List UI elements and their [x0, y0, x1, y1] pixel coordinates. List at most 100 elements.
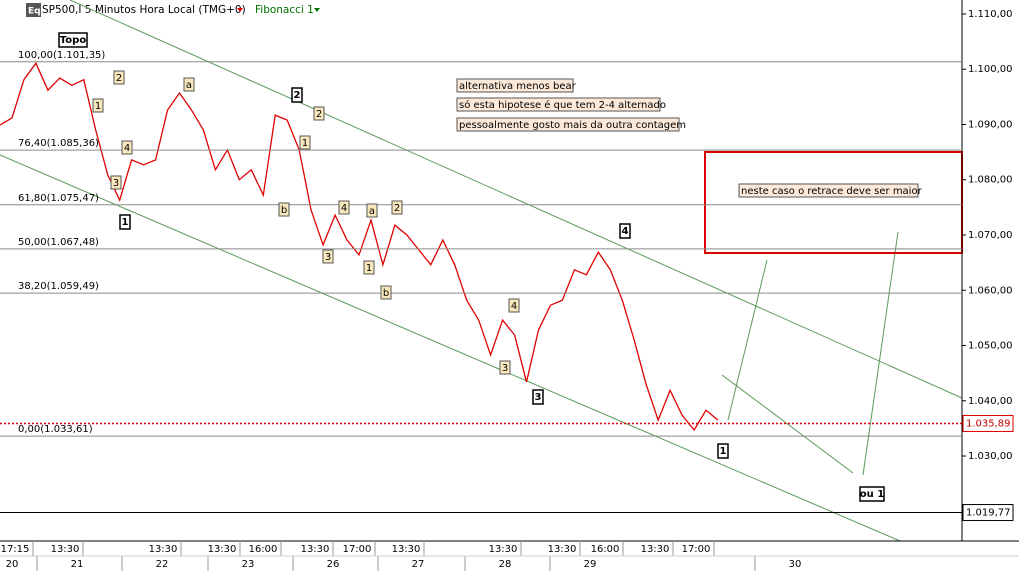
fib-label: 61,80(1.075,47) — [18, 193, 99, 204]
annotation: só esta hipotese é que tem 2-4 alternado — [459, 99, 666, 111]
projection-line — [727, 259, 768, 421]
wave-box — [299, 135, 311, 150]
annotation-box — [456, 117, 680, 132]
major-label: 4 — [622, 226, 629, 237]
wave-box — [278, 202, 290, 217]
annotation: neste caso o retrace deve ser maior — [741, 186, 923, 197]
wave-box — [338, 200, 350, 215]
wave-label: 3 — [502, 363, 508, 374]
wave-box — [499, 360, 511, 375]
major-box — [532, 389, 544, 405]
y-tick-label: 1.080,00 — [968, 175, 1013, 186]
projection-line — [862, 231, 899, 476]
wave-label: a — [186, 80, 192, 91]
projection-line — [721, 374, 854, 474]
price-label: 1.035,89 — [966, 418, 1011, 429]
x-tick-label: 17:00 — [343, 544, 372, 555]
wave-label: 4 — [341, 203, 347, 214]
annotation: alternativa menos bear — [459, 81, 577, 92]
y-tick-label: 1.090,00 — [968, 119, 1013, 130]
major-label: 3 — [535, 392, 542, 403]
drawings — [0, 0, 963, 542]
wave-label: 1 — [95, 101, 101, 112]
wave-label: 4 — [124, 143, 130, 154]
wave-label: 2 — [394, 203, 400, 214]
fib-label: 0,00(1.033,61) — [18, 424, 93, 435]
major-label: 1 — [122, 217, 129, 228]
major-label: ou 1 — [860, 489, 884, 500]
wave-box — [508, 298, 520, 313]
major-label: 2 — [294, 90, 301, 101]
date-label: 21 — [71, 559, 84, 570]
major-box — [119, 214, 131, 230]
wave-box — [113, 70, 125, 85]
date-label: 27 — [412, 559, 425, 570]
x-tick-label: 13:30 — [301, 544, 330, 555]
x-tick-label: 13:30 — [392, 544, 421, 555]
y-tick-label: 1.050,00 — [968, 341, 1013, 352]
symbol-icon — [26, 3, 41, 17]
x-tick-label: 13:30 — [548, 544, 577, 555]
wave-box — [121, 140, 133, 155]
wave-box — [92, 98, 104, 113]
major-box — [58, 32, 88, 48]
wave-label: b — [281, 205, 287, 216]
wave-label: b — [383, 288, 389, 299]
price-line-series — [0, 61, 719, 432]
date-label: 22 — [156, 559, 169, 570]
x-tick-label: 13:30 — [208, 544, 237, 555]
wave-box — [366, 203, 378, 218]
wave-label: 4 — [511, 301, 517, 312]
date-label: 20 — [6, 559, 19, 570]
indicator-name[interactable]: Fibonacci 1 — [255, 4, 314, 16]
major-box — [717, 443, 729, 459]
y-tick-label: 1.070,00 — [968, 230, 1013, 241]
date-label: 26 — [327, 559, 340, 570]
date-label: 23 — [242, 559, 255, 570]
wave-box — [313, 106, 325, 121]
x-tick-label: 13:30 — [641, 544, 670, 555]
y-tick-label: 1.030,00 — [968, 451, 1013, 462]
fib-label: 50,00(1.067,48) — [18, 237, 99, 248]
dropdown[interactable] — [237, 8, 243, 12]
wave-label: a — [369, 206, 375, 217]
channel-line — [0, 154, 901, 542]
major-box — [619, 223, 631, 239]
price-box — [962, 504, 1014, 522]
date-label: 30 — [789, 559, 802, 570]
y-tick-label: 1.100,00 — [968, 64, 1013, 75]
wave-label: 2 — [316, 109, 322, 120]
x-tick-label: 16:00 — [249, 544, 278, 555]
major-box — [859, 486, 885, 502]
major-box — [291, 87, 303, 103]
wave-box — [183, 77, 195, 92]
y-tick-label: 1.040,00 — [968, 396, 1013, 407]
x-tick-label: 13:30 — [489, 544, 518, 555]
chart-title[interactable]: SP500,I 5 Minutos Hora Local (TMG+0) — [42, 4, 246, 16]
channel-line — [69, 0, 963, 399]
x-tick-label: 16:00 — [591, 544, 620, 555]
wave-label: 3 — [113, 178, 119, 189]
annotation-box — [456, 78, 574, 93]
y-tick-label: 1.110,00 — [968, 9, 1013, 20]
wave-box — [110, 175, 122, 190]
wave-box — [322, 249, 334, 264]
wave-label: 1 — [302, 138, 308, 149]
fib-label: 76,40(1.085,36) — [18, 138, 99, 149]
y-tick-label: 1.060,00 — [968, 285, 1013, 296]
wave-label: 3 — [325, 252, 331, 263]
wave-label: 1 — [366, 263, 372, 274]
icon-text: Eq — [28, 7, 41, 17]
wave-label: 2 — [116, 73, 122, 84]
fib-label: 38,20(1.059,49) — [18, 281, 99, 292]
fib-label: 100,00(1.101,35) — [18, 50, 105, 61]
date-label: 28 — [499, 559, 512, 570]
wave-box — [391, 200, 403, 215]
x-tick-label: 13:30 — [149, 544, 178, 555]
annotation-box — [738, 183, 919, 198]
major-label: Topo — [60, 35, 87, 46]
wave-box — [363, 260, 375, 275]
dropdown[interactable] — [314, 8, 320, 12]
